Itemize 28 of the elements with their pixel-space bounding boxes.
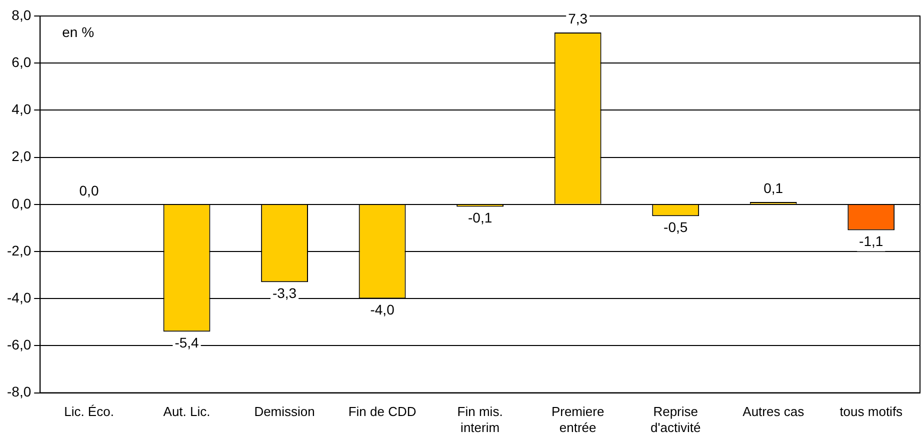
data-label: -4,0 <box>370 301 395 318</box>
data-label: -3,3 <box>272 284 297 301</box>
data-label: 0,1 <box>764 180 784 196</box>
data-label: 0,0 <box>79 182 99 198</box>
y-tick-label: 4,0 <box>12 101 32 118</box>
x-tick-label: Lic. Éco. <box>64 404 114 420</box>
x-tick-label: Fin de CDD <box>348 404 416 420</box>
x-tick-label: Aut. Lic. <box>163 404 210 420</box>
x-tick-label: Reprise d'activité <box>650 404 701 435</box>
y-axis-title: en % <box>62 24 94 40</box>
data-label: -1,1 <box>859 233 884 250</box>
y-tick-label: -8,0 <box>7 384 32 400</box>
data-label: -5,4 <box>174 334 200 350</box>
data-label: -0,5 <box>664 219 688 236</box>
y-tick-label: 2,0 <box>12 148 32 164</box>
x-tick-label: Demission <box>254 404 315 420</box>
y-tick-label: -4,0 <box>7 289 32 306</box>
data-label: 7,3 <box>568 10 588 26</box>
y-tick-label: 8,0 <box>12 6 32 23</box>
x-tick-label: tous motifs <box>840 404 904 420</box>
x-tick-label: Premiere entrée <box>551 404 604 435</box>
y-tick-label: -2,0 <box>7 242 32 258</box>
data-label: -0,1 <box>468 210 492 226</box>
y-tick-label: -6,0 <box>7 336 32 353</box>
y-tick-label: 6,0 <box>12 54 32 70</box>
y-tick-label: 0,0 <box>12 195 32 212</box>
x-tick-label: Fin mis. interim <box>457 404 503 435</box>
x-tick-label: Autres cas <box>742 404 805 420</box>
